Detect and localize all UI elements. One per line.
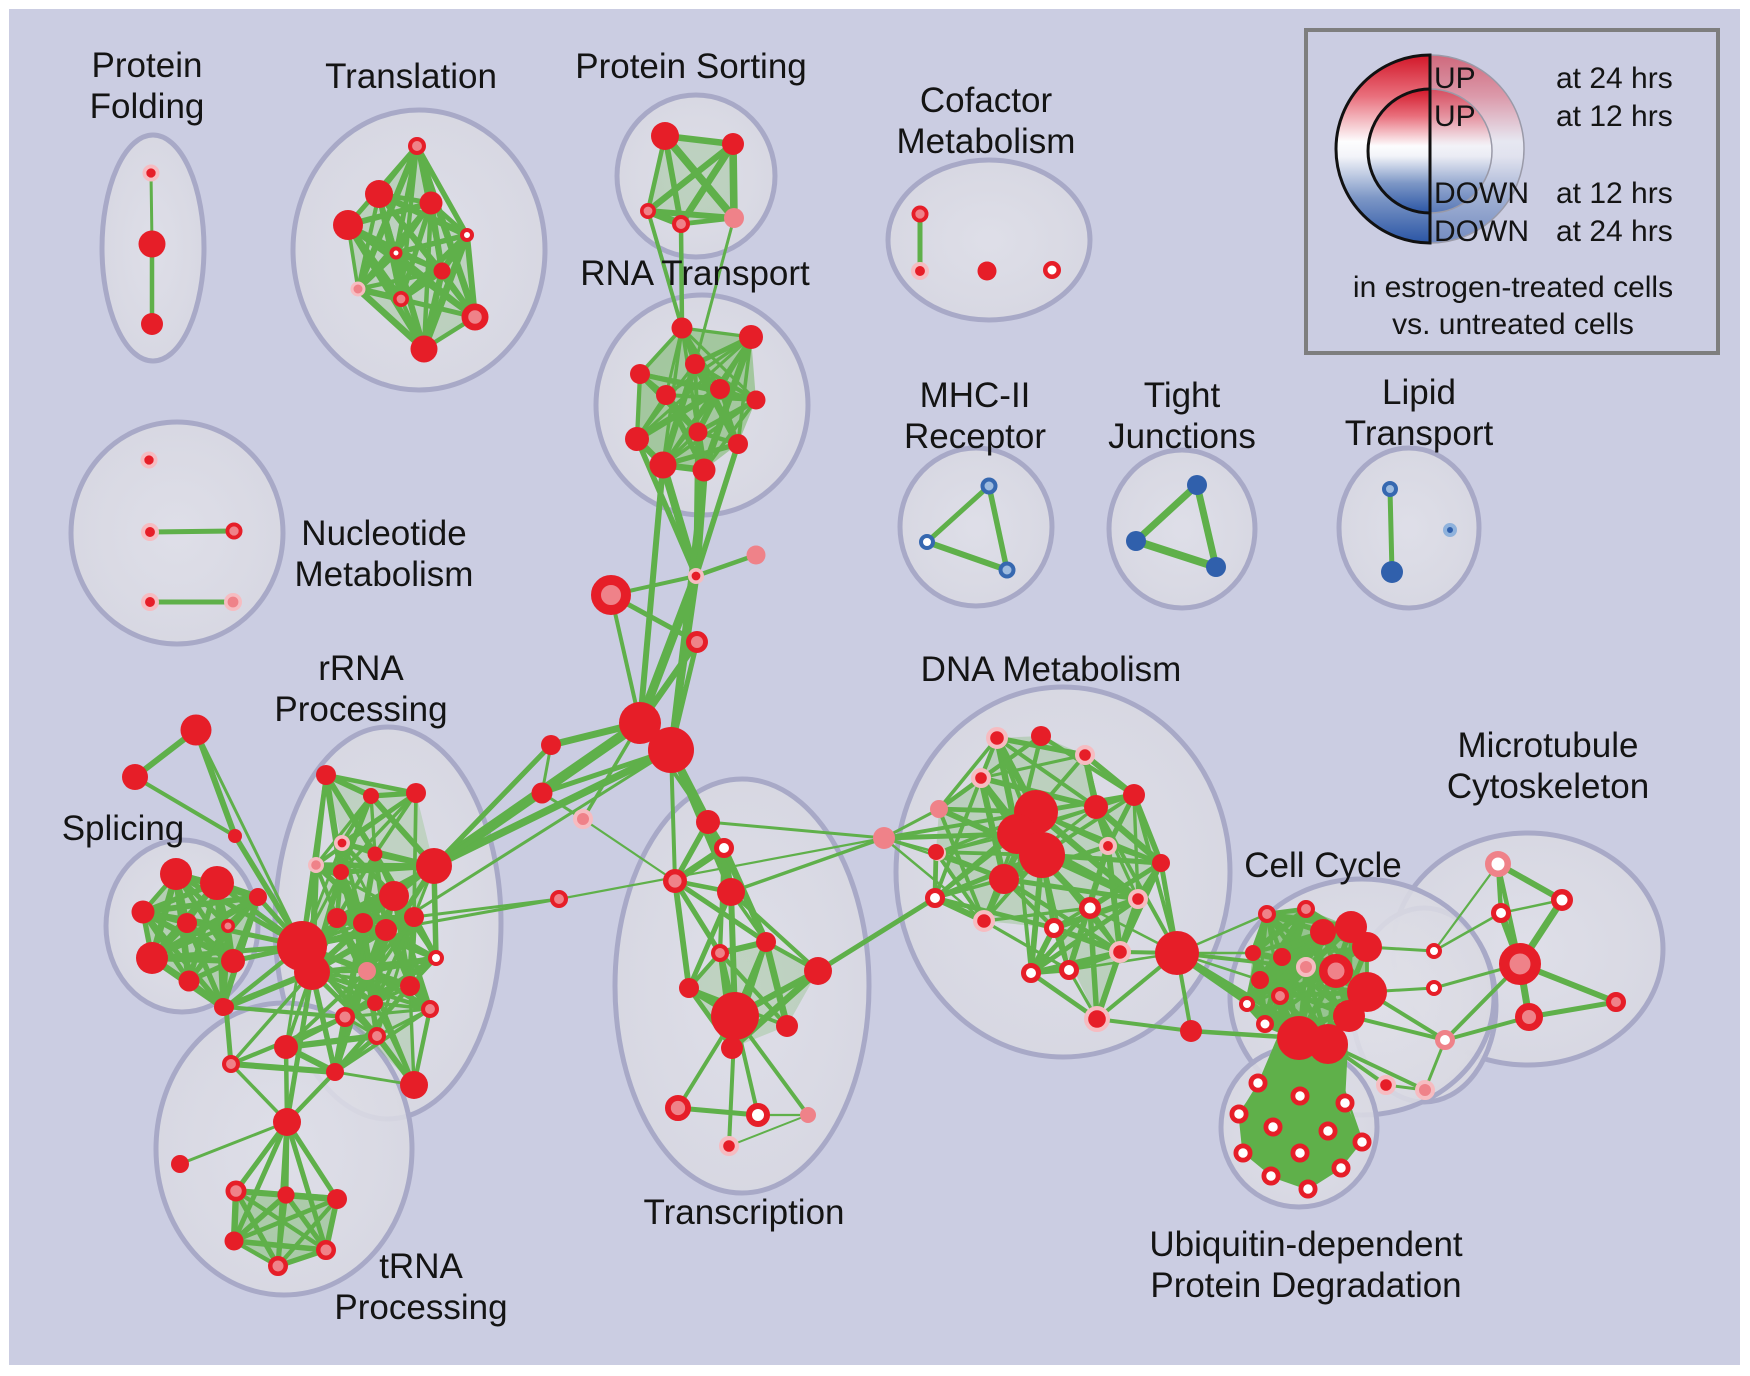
svg-text:RNA Transport: RNA Transport [580,254,810,293]
svg-text:MHC-II: MHC-II [920,376,1031,415]
svg-text:Metabolism: Metabolism [295,555,474,594]
svg-text:Cofactor: Cofactor [920,81,1053,120]
svg-text:Tight: Tight [1144,376,1221,415]
svg-text:at 24 hrs: at 24 hrs [1556,62,1673,95]
svg-text:rRNA: rRNA [318,649,404,688]
svg-text:Junctions: Junctions [1108,417,1256,456]
svg-text:Processing: Processing [274,690,447,729]
svg-text:DOWN: DOWN [1434,177,1529,210]
svg-text:Cell Cycle: Cell Cycle [1244,846,1402,885]
svg-text:Transcription: Transcription [644,1193,845,1232]
svg-text:tRNA: tRNA [379,1247,463,1286]
svg-text:vs. untreated cells: vs. untreated cells [1392,308,1634,341]
svg-text:Protein Sorting: Protein Sorting [575,47,807,86]
svg-text:Metabolism: Metabolism [897,122,1076,161]
svg-text:UP: UP [1434,100,1476,133]
svg-text:Translation: Translation [325,57,497,96]
svg-text:Splicing: Splicing [62,809,185,848]
svg-text:Folding: Folding [90,87,205,126]
svg-text:Processing: Processing [334,1288,507,1327]
svg-text:at 12 hrs: at 12 hrs [1556,177,1673,210]
svg-text:Nucleotide: Nucleotide [301,514,466,553]
svg-text:at 12 hrs: at 12 hrs [1556,100,1673,133]
svg-text:Microtubule: Microtubule [1458,726,1639,765]
svg-text:Protein Degradation: Protein Degradation [1150,1266,1461,1305]
svg-text:Protein: Protein [92,46,203,85]
svg-text:Receptor: Receptor [904,417,1046,456]
svg-text:DOWN: DOWN [1434,215,1529,248]
svg-text:UP: UP [1434,62,1476,95]
svg-text:Lipid: Lipid [1382,373,1456,412]
svg-text:at 24 hrs: at 24 hrs [1556,215,1673,248]
svg-text:Cytoskeleton: Cytoskeleton [1447,767,1649,806]
svg-text:Transport: Transport [1345,414,1494,453]
svg-text:DNA Metabolism: DNA Metabolism [921,650,1182,689]
svg-text:in estrogen-treated cells: in estrogen-treated cells [1353,271,1673,304]
svg-text:Ubiquitin-dependent: Ubiquitin-dependent [1149,1225,1463,1264]
